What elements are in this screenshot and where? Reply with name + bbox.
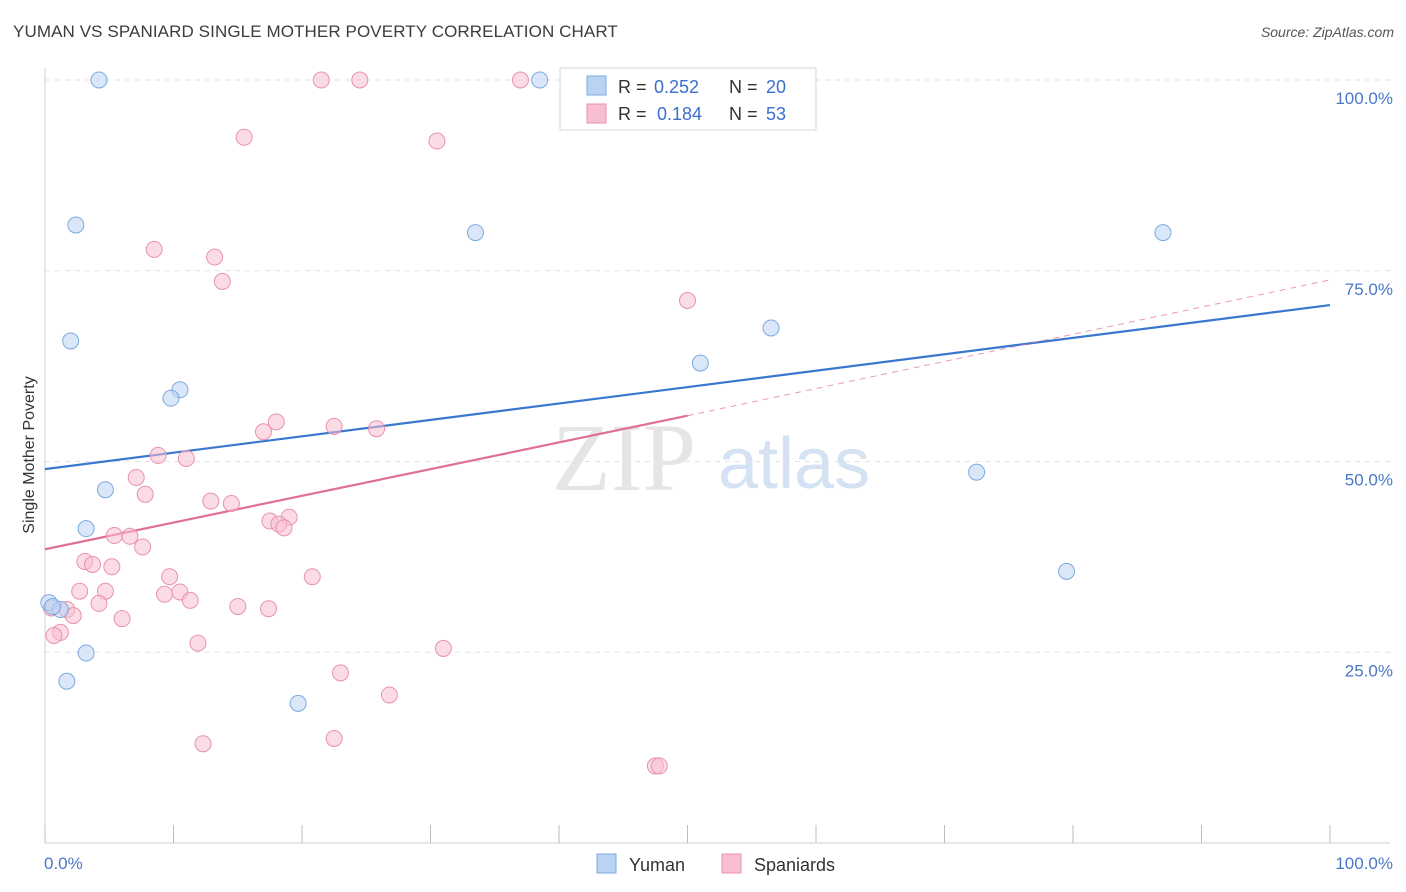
legend-swatch-spaniard: [586, 103, 607, 124]
spaniard-point: [71, 582, 89, 600]
legend-r-value-spaniard: 0.184: [657, 104, 702, 124]
yuman-point: [162, 389, 180, 407]
yuman-point: [466, 224, 484, 242]
yuman-point: [691, 354, 709, 372]
spaniard-point: [213, 272, 231, 290]
spaniard-point: [149, 446, 167, 464]
spaniard-point: [235, 128, 253, 146]
yuman-point: [62, 332, 80, 350]
legend-box: R = 0.252 N = 20 R = 0.184 N = 53: [559, 67, 817, 131]
spaniard-point: [156, 585, 174, 603]
x-tick-label: 0.0%: [44, 854, 83, 873]
spaniard-point: [325, 417, 343, 435]
yuman-point: [77, 644, 95, 662]
watermark-atlas: atlas: [718, 424, 870, 504]
bottom-legend-label-yuman: Yuman: [629, 855, 685, 875]
source-label: Source: ZipAtlas.com: [1260, 24, 1394, 40]
spaniard-point: [325, 729, 343, 747]
chart-title: YUMAN VS SPANIARD SINGLE MOTHER POVERTY …: [13, 22, 618, 41]
spaniard-point: [134, 538, 152, 556]
spaniard-point: [222, 494, 240, 512]
y-axis-label: Single Mother Poverty: [21, 376, 38, 533]
yuman-point: [968, 463, 986, 481]
spaniard-point: [679, 292, 696, 310]
legend-r-value-yuman: 0.252: [654, 77, 699, 97]
legend-r-label-spaniard: R =: [618, 104, 647, 124]
yuman-point: [762, 319, 780, 337]
spaniard-point: [145, 240, 163, 258]
spaniard-point: [275, 519, 293, 537]
spaniard-point: [312, 71, 330, 89]
y-tick-label: 75.0%: [1345, 280, 1393, 299]
spaniard-point: [650, 757, 668, 775]
spaniard-point: [113, 610, 131, 628]
bottom-legend-swatch-spaniard: [721, 853, 742, 874]
yuman-point: [289, 694, 307, 712]
spaniard-point: [177, 449, 195, 467]
spaniard-point: [181, 591, 199, 609]
legend-n-value-spaniard: 53: [766, 104, 786, 124]
spaniard-point: [136, 485, 154, 503]
spaniard-point: [303, 568, 321, 586]
yuman-point: [531, 71, 549, 89]
spaniard-point: [103, 558, 121, 576]
axes: [44, 68, 1390, 844]
spaniard-point: [511, 71, 529, 89]
legend-n-label-yuman: N =: [729, 77, 758, 97]
data-points: [40, 71, 1172, 775]
spaniard-trendline: [44, 414, 688, 551]
spaniard-point: [380, 686, 398, 704]
watermark-zip: ZIP: [552, 404, 696, 511]
spaniard-point: [105, 527, 123, 545]
legend-n-label-spaniard: N =: [729, 104, 758, 124]
x-tick-labels: 0.0% 100.0%: [44, 854, 1393, 873]
y-tick-label: 50.0%: [1345, 471, 1393, 490]
yuman-point: [58, 672, 76, 690]
spaniard-point: [161, 568, 179, 586]
spaniard-point: [351, 71, 369, 89]
spaniard-point: [260, 600, 278, 618]
y-tick-labels: 25.0% 50.0% 75.0% 100.0%: [1335, 89, 1393, 680]
spaniard-point: [189, 634, 207, 652]
legend-swatch-yuman: [586, 75, 607, 96]
spaniard-point: [332, 664, 350, 682]
legend-n-value-yuman: 20: [766, 77, 786, 97]
spaniard-point: [127, 469, 145, 487]
yuman-point: [44, 597, 62, 615]
yuman-point: [1058, 562, 1076, 580]
spaniard-point: [194, 735, 212, 753]
spaniard-point: [254, 423, 272, 441]
yuman-point: [1154, 224, 1172, 242]
spaniard-point: [229, 597, 247, 615]
yuman-point: [67, 216, 85, 234]
bottom-legend-swatch-yuman: [596, 853, 617, 874]
x-tick-label: 100.0%: [1335, 854, 1393, 873]
trendlines: [44, 279, 1331, 551]
spaniard-point: [90, 594, 108, 612]
spaniard-trendline-extension: [687, 279, 1331, 417]
y-tick-label: 25.0%: [1345, 661, 1393, 680]
yuman-trendline: [44, 303, 1331, 471]
spaniard-point: [121, 527, 139, 545]
spaniard-point: [434, 639, 452, 657]
spaniard-point: [206, 248, 224, 266]
spaniard-point: [267, 413, 285, 431]
yuman-point: [77, 520, 95, 538]
spaniard-point: [202, 492, 220, 510]
gridlines: [45, 79, 1390, 653]
spaniard-point: [428, 132, 446, 150]
spaniard-point: [45, 626, 63, 644]
yuman-point: [96, 481, 114, 499]
legend-r-label-yuman: R =: [618, 77, 647, 97]
bottom-legend-label-spaniard: Spaniards: [754, 855, 835, 875]
yuman-point: [90, 71, 108, 89]
spaniard-point: [84, 556, 102, 574]
watermark: ZIP atlas: [552, 404, 870, 511]
y-tick-label: 100.0%: [1335, 89, 1393, 108]
bottom-legend: Yuman Spaniards: [596, 853, 835, 875]
spaniard-point: [368, 420, 386, 438]
